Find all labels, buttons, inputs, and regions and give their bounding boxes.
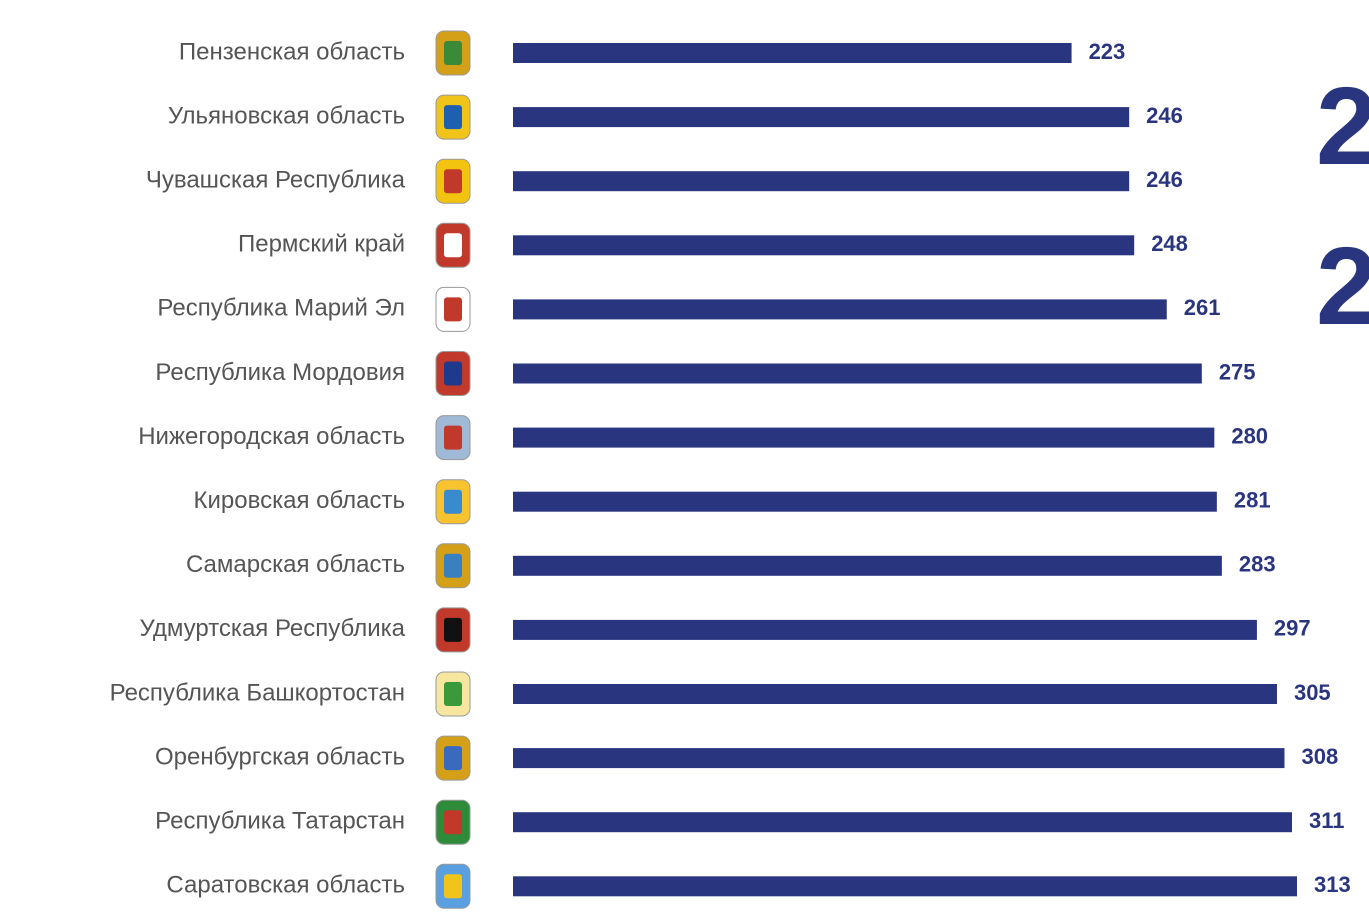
category-label: Ульяновская область bbox=[168, 102, 405, 129]
annotation: 2 bbox=[1316, 65, 1369, 188]
value-label: 305 bbox=[1294, 680, 1331, 705]
emblem-detail bbox=[444, 682, 462, 706]
value-label: 261 bbox=[1184, 295, 1221, 320]
value-label: 313 bbox=[1314, 872, 1351, 897]
bar bbox=[513, 748, 1285, 769]
bar bbox=[513, 876, 1297, 897]
category-label: Нижегородская область bbox=[138, 423, 405, 450]
category-label: Республика Мордовия bbox=[155, 359, 405, 386]
bar bbox=[513, 299, 1167, 320]
emblem-detail bbox=[444, 41, 462, 65]
value-label: 275 bbox=[1219, 359, 1256, 384]
category-label: Удмуртская Республика bbox=[140, 615, 406, 642]
emblem-detail bbox=[444, 297, 462, 322]
category-label: Пермский край bbox=[238, 231, 405, 258]
category-label: Кировская область bbox=[194, 487, 405, 514]
category-label: Республика Башкортостан bbox=[110, 679, 405, 706]
value-label: 311 bbox=[1309, 808, 1345, 833]
bar bbox=[513, 555, 1222, 576]
emblem-detail bbox=[444, 810, 462, 835]
value-label: 281 bbox=[1234, 488, 1271, 513]
bar bbox=[513, 171, 1130, 192]
category-label: Республика Татарстан bbox=[155, 808, 405, 835]
category-label: Самарская область bbox=[186, 551, 405, 578]
category-label: Саратовская область bbox=[166, 872, 405, 899]
emblem-detail bbox=[444, 874, 462, 899]
category-label: Пензенская область bbox=[179, 38, 405, 65]
annotation: 2 bbox=[1316, 225, 1369, 348]
value-label: 297 bbox=[1274, 616, 1311, 641]
emblem-detail bbox=[444, 553, 462, 578]
bar bbox=[513, 43, 1072, 63]
emblem-detail bbox=[444, 169, 462, 194]
emblem-detail bbox=[444, 617, 462, 642]
emblem-detail bbox=[444, 489, 462, 514]
value-label: 308 bbox=[1301, 744, 1338, 769]
emblem-detail bbox=[444, 233, 462, 258]
bar bbox=[513, 812, 1292, 833]
value-label: 283 bbox=[1239, 552, 1276, 577]
category-label: Республика Марий Эл bbox=[157, 295, 405, 322]
category-label: Чувашская Республика bbox=[146, 167, 406, 194]
value-label: 246 bbox=[1146, 167, 1183, 192]
value-label: 246 bbox=[1146, 103, 1183, 128]
emblem-detail bbox=[444, 361, 462, 386]
value-label: 248 bbox=[1151, 231, 1188, 256]
emblem-detail bbox=[444, 425, 462, 450]
value-label: 280 bbox=[1231, 423, 1268, 448]
bar bbox=[513, 235, 1135, 256]
bar bbox=[513, 363, 1202, 384]
bar bbox=[513, 684, 1277, 704]
bar bbox=[513, 427, 1215, 448]
emblem-detail bbox=[444, 746, 462, 771]
bar bbox=[513, 491, 1217, 512]
bar bbox=[513, 107, 1130, 128]
emblem-detail bbox=[444, 105, 462, 130]
bar bbox=[513, 619, 1257, 640]
category-label: Оренбургская область bbox=[155, 743, 405, 770]
value-label: 223 bbox=[1089, 39, 1126, 64]
